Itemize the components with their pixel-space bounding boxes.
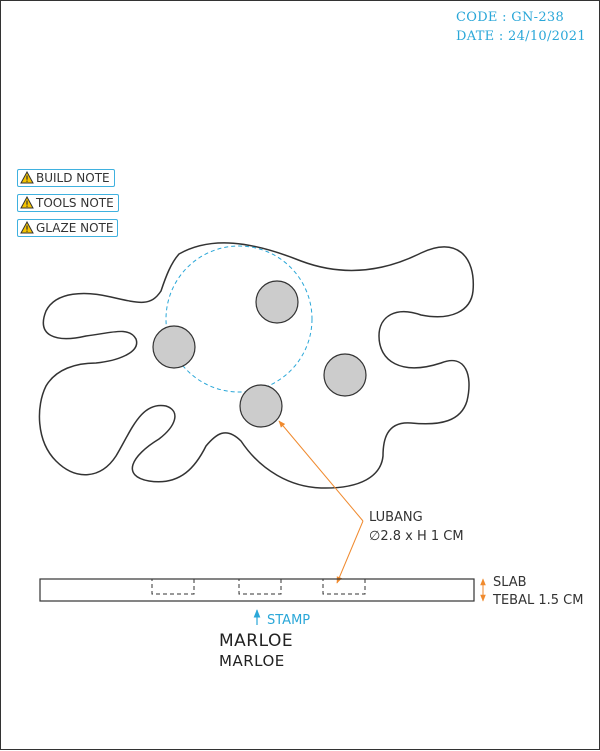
- maker-name-text: MARLOE: [219, 652, 285, 670]
- hole-callout-dimension: ∅2.8 x H 1 CM: [369, 529, 464, 544]
- layout-guide-circle: [165, 245, 313, 393]
- hole-section-3: [322, 578, 366, 595]
- warning-icon: [20, 220, 34, 238]
- hole-leader-line: [278, 420, 364, 522]
- build-note-label: BUILD NOTE: [36, 171, 110, 185]
- hole-section-1: [151, 578, 195, 595]
- hole-section-2: [238, 578, 282, 595]
- glaze-note-button[interactable]: GLAZE NOTE: [17, 219, 119, 238]
- tools-note-button[interactable]: TOOLS NOTE: [17, 194, 119, 212]
- slab-callout-thickness: TEBAL 1.5 CM: [492, 593, 583, 608]
- plan-outline: [38, 242, 475, 489]
- hole-left: [152, 325, 196, 369]
- hole-leader-line-section: [336, 520, 364, 584]
- build-note-button[interactable]: BUILD NOTE: [17, 169, 115, 187]
- stamp-callout-label: STAMP: [267, 613, 310, 628]
- warning-icon: [20, 170, 34, 188]
- glaze-note-label: GLAZE NOTE: [36, 221, 114, 235]
- hole-right: [323, 353, 367, 397]
- hole-top: [255, 280, 299, 324]
- drawing-code: CODE : GN-238: [456, 10, 565, 25]
- hole-bottom: [239, 384, 283, 428]
- slab-callout-title: SLAB: [493, 575, 527, 590]
- warning-icon: [20, 195, 34, 213]
- maker-stamp-mark: MARLOE: [219, 631, 293, 651]
- tools-note-label: TOOLS NOTE: [36, 196, 114, 210]
- hole-callout-title: LUBANG: [369, 510, 423, 525]
- slab-section: [39, 578, 475, 602]
- drawing-date: DATE : 24/10/2021: [456, 29, 586, 44]
